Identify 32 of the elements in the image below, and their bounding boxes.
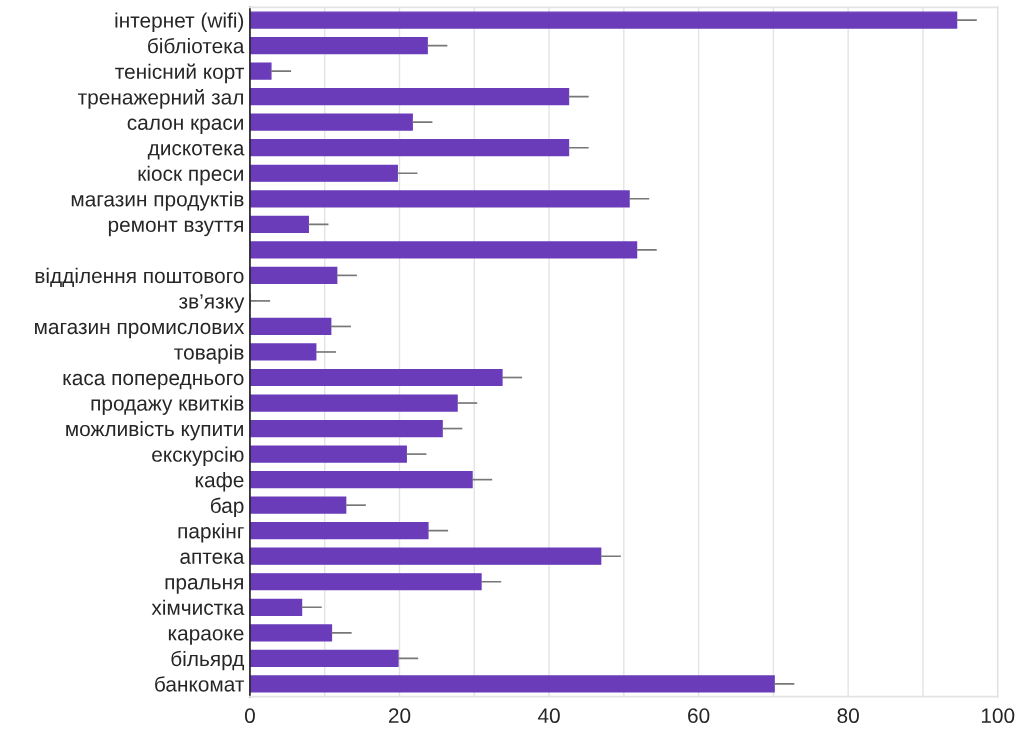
y-tick-label: зв’язку [179,294,245,313]
y-tick-label: бар [210,497,244,518]
y-tick-label: товарів [174,344,244,364]
y-tick-label: дискотека [147,144,245,160]
x-tick-label: 100 [981,708,1015,724]
y-tick-label: магазин продуктів [71,191,244,211]
x-tick-label: 40 [537,708,560,724]
y-tick-label: можливість купити [66,421,243,441]
y-tick-label: тренажерний зал [77,88,243,109]
y-tick-label: ремонт взуття [108,220,243,237]
y-tick-label: паркінг [178,523,244,543]
y-tick-label: кіоск преси [138,165,243,186]
x-tick-label: 20 [388,708,411,724]
y-tick-label: більярд [171,650,245,671]
y-tick-label: салон краси [127,118,243,135]
y-tick-label: кафе [195,472,244,492]
y-tick-label: екскурсію [152,446,244,466]
x-tick-label: 0 [244,708,255,724]
x-tick-label: 60 [688,708,710,724]
y-tick-label: караоке [168,629,244,645]
x-tick-label: 80 [837,708,859,724]
y-tick-label: банкомат [155,676,245,692]
y-tick-label: аптека [180,552,245,564]
y-tick-label: хімчистка [151,599,245,616]
y-tick-label: інтернет (wifi) [115,12,244,32]
y-tick-label: магазин промислових [35,322,245,339]
y-tick-label: продажу квитків [91,395,244,415]
y-tick-label: бібліотека [148,37,245,54]
y-tick-label: каса попереднього [63,373,244,390]
y-tick-label: відділення поштового [35,267,244,288]
y-tick-label: пральня [165,578,243,594]
y-tick-label: тенісний корт [115,63,245,84]
